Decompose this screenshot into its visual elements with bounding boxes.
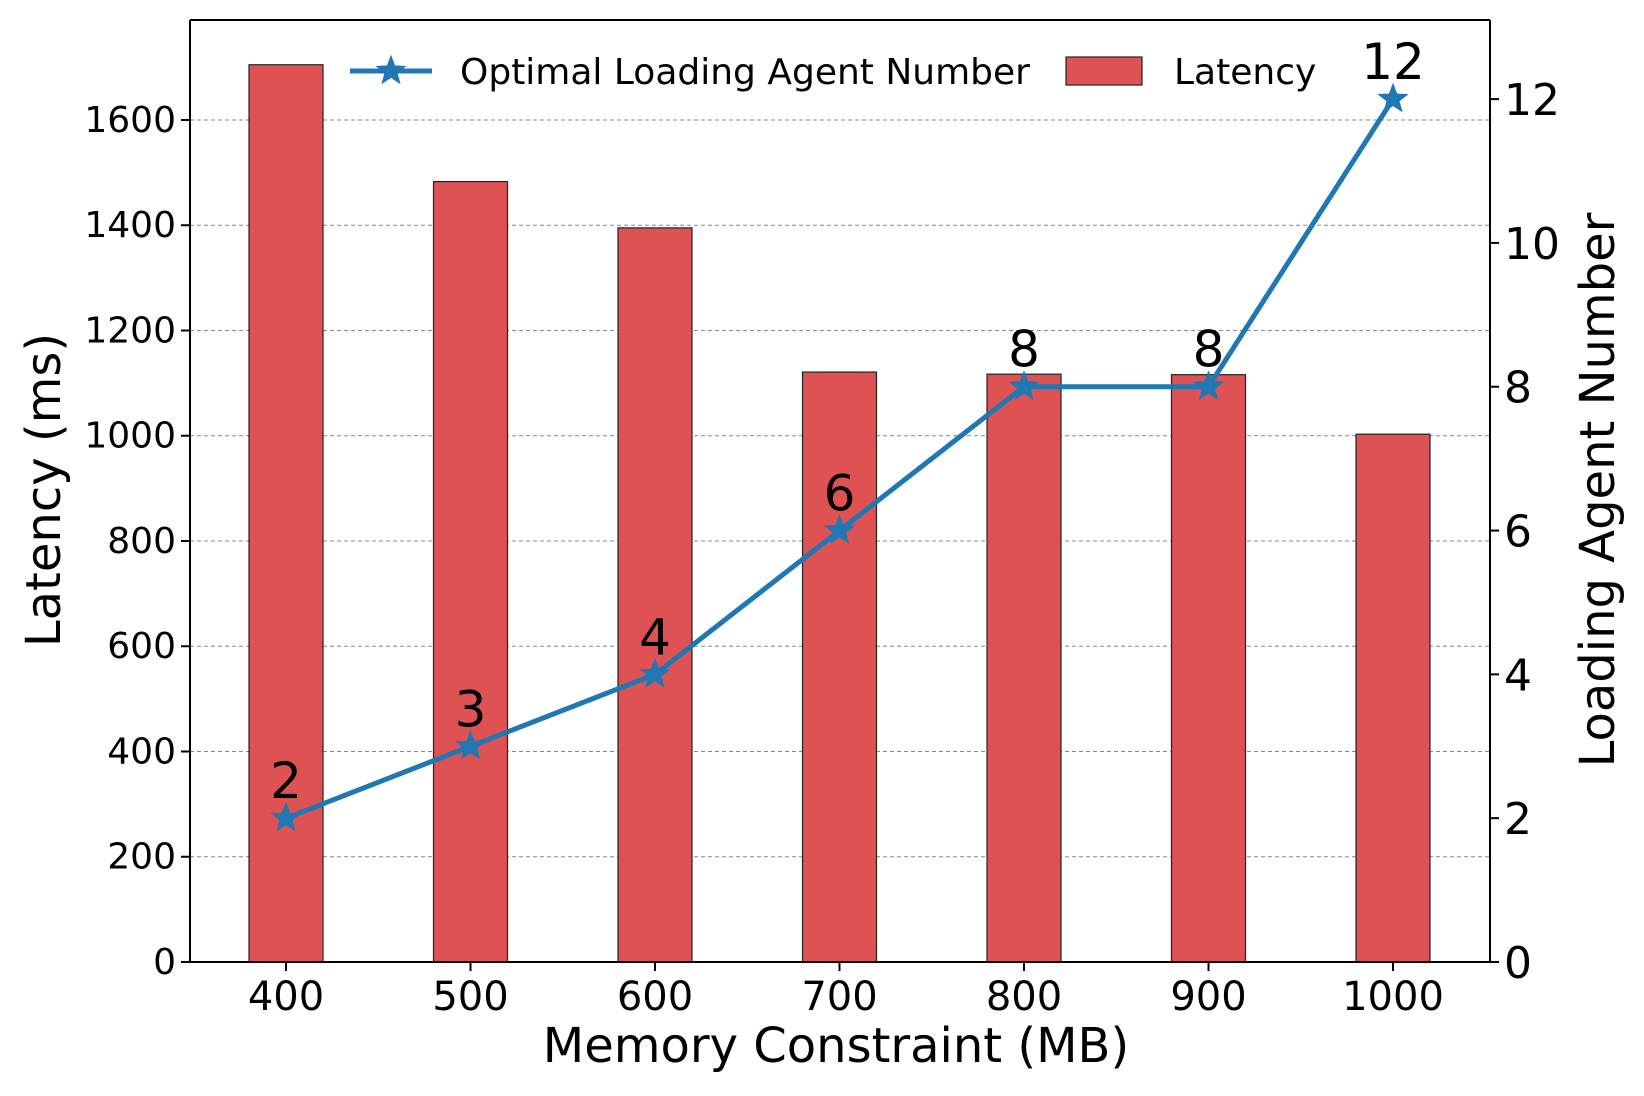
x-tick-label: 500 (432, 974, 508, 1020)
star-marker (270, 801, 302, 832)
right-tick-label: 0 (1504, 938, 1532, 989)
left-tick-label: 200 (107, 837, 176, 878)
agent-number-label: 12 (1361, 33, 1425, 91)
latency-bar (617, 227, 693, 963)
agent-number-label: 2 (270, 752, 302, 810)
left-tick-label: 1400 (84, 205, 176, 246)
left-tick-label: 0 (153, 942, 176, 983)
latency-bar (432, 180, 509, 963)
star-marker (823, 514, 856, 544)
latency-bar (801, 371, 878, 963)
legend-label-latency: Latency (1174, 52, 1316, 93)
left-tick-label: 400 (107, 731, 176, 772)
agent-number-label: 6 (824, 465, 856, 523)
right-tick-label: 2 (1504, 794, 1532, 845)
star-marker (1377, 82, 1409, 113)
axes: 0 200 400 600 800 1000 1200 1400 1600 0 2 4 6 8 10 12 40… (84, 19, 1560, 1020)
latency-bar (248, 64, 324, 963)
y-axis-title-right: Loading Agent Number (1570, 212, 1626, 767)
latency-bars (248, 64, 1431, 963)
left-tick-label: 1200 (84, 310, 176, 351)
left-tick-label: 1600 (84, 100, 176, 141)
right-tick-label: 12 (1504, 75, 1560, 126)
x-tick-label: 700 (801, 974, 877, 1020)
agent-number-label: 8 (1193, 321, 1225, 379)
data-labels: 2 3 4 6 8 8 12 (270, 33, 1425, 810)
legend-label-agent-number: Optimal Loading Agent Number (460, 52, 1030, 93)
latency-bar (986, 373, 1062, 963)
left-tick-label: 800 (107, 521, 176, 562)
agent-number-label: 8 (1008, 321, 1040, 379)
right-tick-label: 8 (1504, 363, 1532, 414)
star-marker (1008, 370, 1040, 401)
star-marker (1192, 370, 1225, 401)
right-tick-label: 4 (1504, 650, 1532, 701)
y-axis-title-left: Latency (ms) (16, 333, 72, 647)
legend-star-marker (375, 54, 407, 85)
left-tick-label: 600 (107, 626, 176, 667)
x-tick-label: 600 (617, 974, 693, 1020)
x-tick-label: 400 (248, 974, 324, 1020)
left-tick-label: 1000 (84, 416, 176, 457)
star-marker (639, 657, 671, 688)
right-tick-label: 10 (1504, 219, 1560, 270)
x-axis-title: Memory Constraint (MB) (543, 1018, 1129, 1074)
legend: Optimal Loading Agent Number Latency (350, 52, 1316, 93)
right-tick-label: 6 (1504, 507, 1532, 558)
latency-bar (1170, 374, 1247, 963)
agent-number-line (270, 82, 1409, 832)
agent-number-label: 3 (455, 680, 487, 738)
legend-bar-swatch (1065, 56, 1143, 86)
agent-number-label: 4 (639, 608, 671, 666)
star-marker (454, 729, 487, 760)
x-tick-label: 1000 (1342, 974, 1444, 1020)
x-tick-label: 800 (986, 974, 1062, 1020)
latency-bar (1355, 433, 1431, 963)
x-tick-label: 900 (1170, 974, 1246, 1020)
